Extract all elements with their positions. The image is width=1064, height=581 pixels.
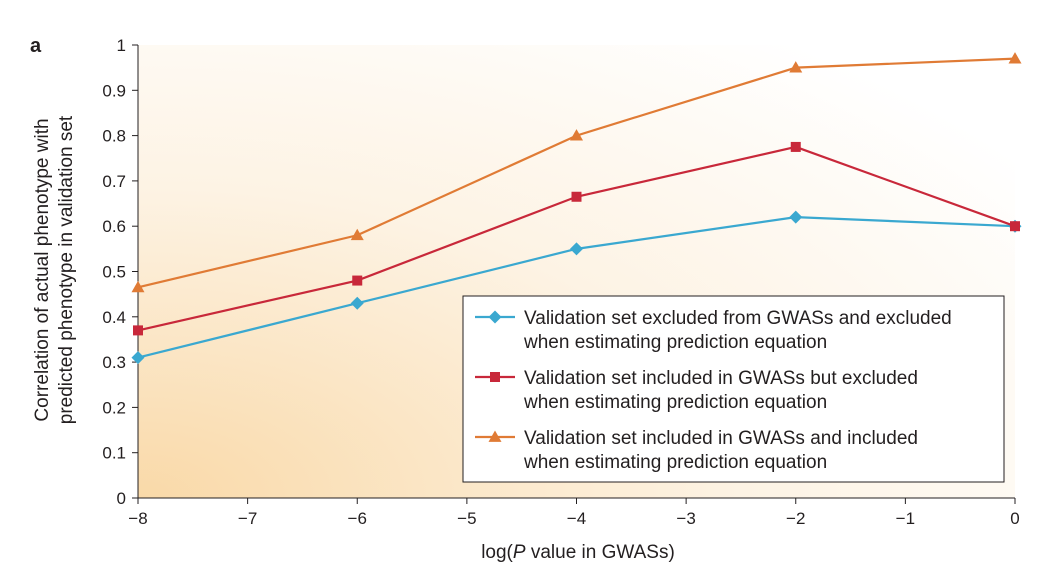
y-tick-label: 1 [117, 36, 126, 55]
data-point [1010, 221, 1020, 232]
legend-item: Validation set included in GWASs but exc… [475, 368, 918, 413]
y-tick-label: 0.1 [102, 444, 126, 463]
panel-letter: a [30, 35, 42, 57]
y-tick-label: 0.8 [102, 127, 126, 146]
y-ticks: 0 0.1 0.2 0.3 0.4 0.5 0.6 0.7 0.8 0.9 1 [102, 36, 138, 508]
legend-swatch-marker [488, 310, 502, 324]
data-point [133, 325, 143, 336]
series-layer [131, 52, 1022, 365]
y-tick-label: 0.5 [102, 263, 126, 282]
data-point [350, 296, 364, 310]
legend-swatch-marker [488, 430, 502, 442]
legend-swatch-marker [490, 372, 500, 382]
y-tick-label: 0.6 [102, 217, 126, 236]
legend-label-line2: when estimating prediction equation [523, 392, 827, 413]
data-point [1008, 52, 1022, 64]
legend-item: Validation set included in GWASs and inc… [475, 428, 918, 473]
x-tick-label: −1 [896, 509, 915, 528]
data-point [571, 191, 582, 202]
x-tick-label: −6 [348, 509, 367, 528]
y-axis-title: Correlation of actual phenotype with [32, 118, 53, 421]
x-axis-title-italic: P [513, 542, 526, 563]
x-tick-label: −5 [457, 509, 476, 528]
data-point [789, 210, 803, 224]
x-tick-label: −2 [786, 509, 805, 528]
y-axis-title-line2: predicted phenotype in validation set [56, 115, 77, 424]
x-ticks: −8 −7 −6 −5 −4 −3 −2 −1 0 [128, 498, 1020, 528]
data-point [131, 280, 145, 293]
data-point [350, 228, 364, 241]
legend-label-line1: Validation set excluded from GWASs and e… [524, 308, 952, 329]
legend-item: Validation set excluded from GWASs and e… [475, 308, 952, 353]
y-tick-label: 0 [117, 489, 126, 508]
x-axis-title-suffix: value in GWASs) [526, 542, 675, 563]
y-tick-label: 0.2 [102, 398, 126, 417]
series-square [133, 141, 1020, 336]
legend-label-line2: when estimating prediction equation [523, 452, 827, 473]
data-point [352, 275, 363, 286]
y-tick-label: 0.4 [102, 308, 126, 327]
data-point [790, 141, 801, 152]
x-tick-label: −7 [238, 509, 257, 528]
y-tick-label: 0.7 [102, 172, 126, 191]
x-tick-label: −3 [676, 509, 695, 528]
data-point [570, 242, 583, 256]
legend-label-line1: Validation set included in GWASs but exc… [524, 368, 918, 389]
x-tick-label: 0 [1010, 509, 1019, 528]
x-tick-label: −8 [128, 509, 147, 528]
y-tick-label: 0.9 [102, 81, 126, 100]
legend-box [462, 295, 1005, 483]
legend-label-line2: when estimating prediction equation [523, 332, 827, 353]
y-tick-label: 0.3 [102, 353, 126, 372]
data-point [131, 351, 145, 365]
y-axis-title-2: predicted phenotype in validation set [56, 115, 77, 424]
data-point [570, 129, 583, 141]
x-tick-label: −4 [567, 509, 586, 528]
series-triangle [131, 52, 1022, 293]
y-axis-title-line1: Correlation of actual phenotype with [32, 118, 53, 421]
legend-label-line1: Validation set included in GWASs and inc… [524, 428, 918, 449]
data-point [789, 61, 803, 73]
legend: Validation set excluded from GWASs and e… [462, 295, 1005, 483]
x-axis-title-prefix: log( [481, 542, 513, 563]
x-axis-title: log(P value in GWASs) [481, 542, 675, 563]
